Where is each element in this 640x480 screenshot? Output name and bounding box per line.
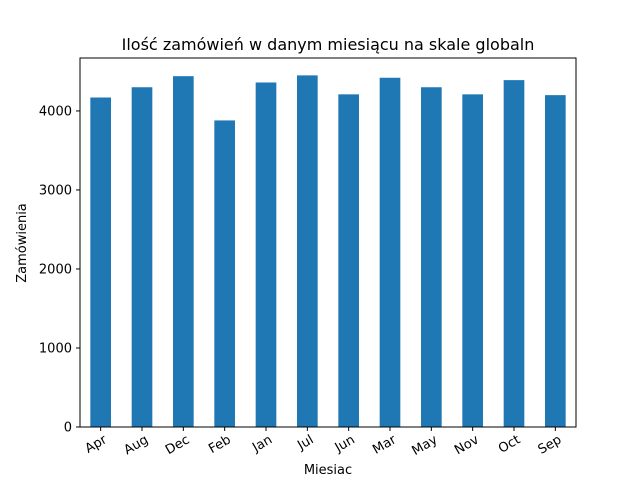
y-axis-ticks: 0 1000 2000 3000 4000 [39, 104, 80, 436]
x-tick-label-jan: Jan [249, 432, 275, 456]
x-tick-label-apr: Apr [83, 432, 111, 457]
bar-mar [379, 77, 401, 427]
bar-apr [90, 97, 111, 427]
x-tick-label-may: May [410, 432, 441, 459]
x-axis-ticks: Apr Aug Dec Feb Jan Jul Jun Mar May Nov Oct Sep [83, 427, 565, 459]
bar-nov [462, 94, 483, 427]
chart-title: Ilość zamówień w danym miesiącu na skale… [122, 35, 535, 54]
bar-jun [338, 94, 359, 427]
bar-sep [545, 95, 566, 427]
bars-group [90, 75, 566, 428]
x-tick-label-aug: Aug [122, 432, 151, 458]
bar-aug [131, 87, 153, 428]
x-tick-label-nov: Nov [452, 432, 482, 458]
y-tick-label: 1000 [39, 341, 72, 356]
plot-frame [79, 57, 577, 428]
y-tick-label: 2000 [39, 262, 72, 277]
y-axis-label: Zamówienia [15, 203, 30, 283]
x-tick-label-dec: Dec [163, 432, 192, 458]
bar-oct [503, 80, 525, 427]
x-axis-label: Miesiac [304, 463, 352, 478]
x-tick-label-sep: Sep [536, 432, 565, 457]
y-tick-label: 0 [64, 421, 72, 436]
x-tick-label-feb: Feb [206, 432, 233, 457]
y-tick-label: 4000 [39, 104, 72, 119]
x-tick-label-mar: Mar [370, 432, 399, 458]
x-tick-label-jul: Jul [294, 432, 316, 453]
bar-may [421, 87, 442, 428]
y-tick-label: 3000 [39, 183, 72, 198]
bar-jan [255, 82, 277, 428]
bar-feb [214, 120, 235, 427]
bar-dec [173, 76, 194, 427]
x-tick-label-oct: Oct [496, 432, 523, 456]
x-tick-label-jun: Jun [332, 432, 358, 456]
bar-jul [297, 75, 318, 427]
